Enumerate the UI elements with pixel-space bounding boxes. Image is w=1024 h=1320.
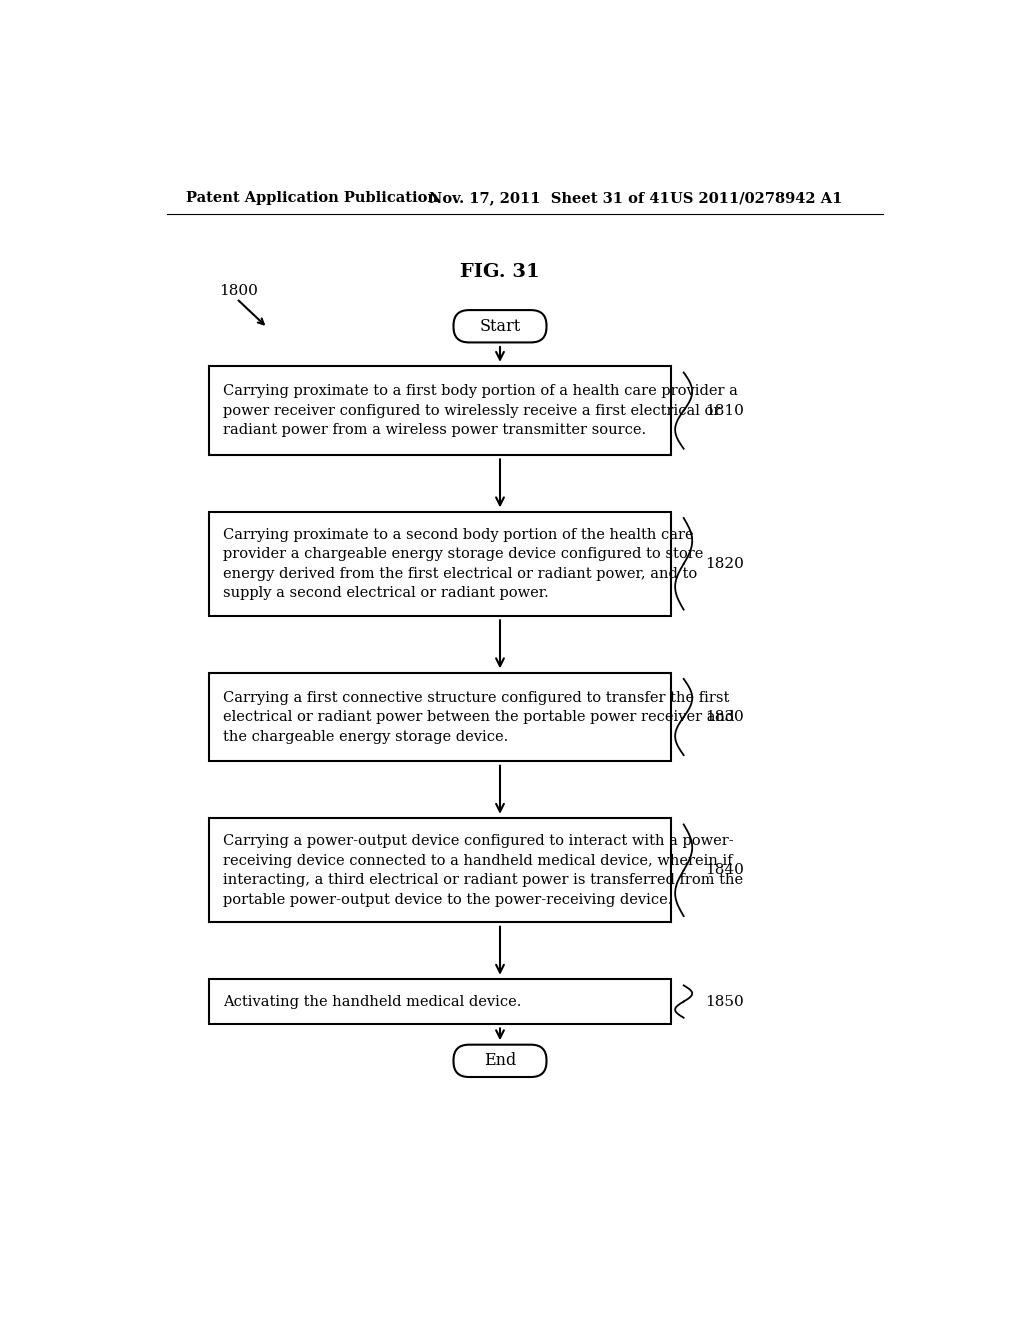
Text: 1800: 1800	[219, 284, 258, 298]
Text: End: End	[484, 1052, 516, 1069]
Text: Carrying a first connective structure configured to transfer the first
electrica: Carrying a first connective structure co…	[223, 690, 734, 743]
Text: 1810: 1810	[706, 404, 744, 417]
FancyBboxPatch shape	[209, 367, 671, 455]
Text: Start: Start	[479, 318, 520, 335]
Text: 1830: 1830	[706, 710, 744, 725]
Text: 1840: 1840	[706, 863, 744, 878]
Text: 1820: 1820	[706, 557, 744, 570]
FancyBboxPatch shape	[209, 673, 671, 762]
Text: FIG. 31: FIG. 31	[460, 264, 540, 281]
Text: Carrying proximate to a first body portion of a health care provider a
power rec: Carrying proximate to a first body porti…	[223, 384, 738, 437]
Text: Patent Application Publication: Patent Application Publication	[186, 191, 438, 206]
Text: 1850: 1850	[706, 994, 744, 1008]
Text: Activating the handheld medical device.: Activating the handheld medical device.	[223, 994, 521, 1008]
Text: Nov. 17, 2011  Sheet 31 of 41: Nov. 17, 2011 Sheet 31 of 41	[429, 191, 670, 206]
FancyBboxPatch shape	[454, 1044, 547, 1077]
Text: US 2011/0278942 A1: US 2011/0278942 A1	[671, 191, 843, 206]
FancyBboxPatch shape	[209, 818, 671, 923]
FancyBboxPatch shape	[454, 310, 547, 342]
FancyBboxPatch shape	[209, 979, 671, 1024]
Text: Carrying a power-output device configured to interact with a power-
receiving de: Carrying a power-output device configure…	[223, 834, 743, 907]
Text: Carrying proximate to a second body portion of the health care
provider a charge: Carrying proximate to a second body port…	[223, 528, 703, 601]
FancyBboxPatch shape	[209, 512, 671, 615]
